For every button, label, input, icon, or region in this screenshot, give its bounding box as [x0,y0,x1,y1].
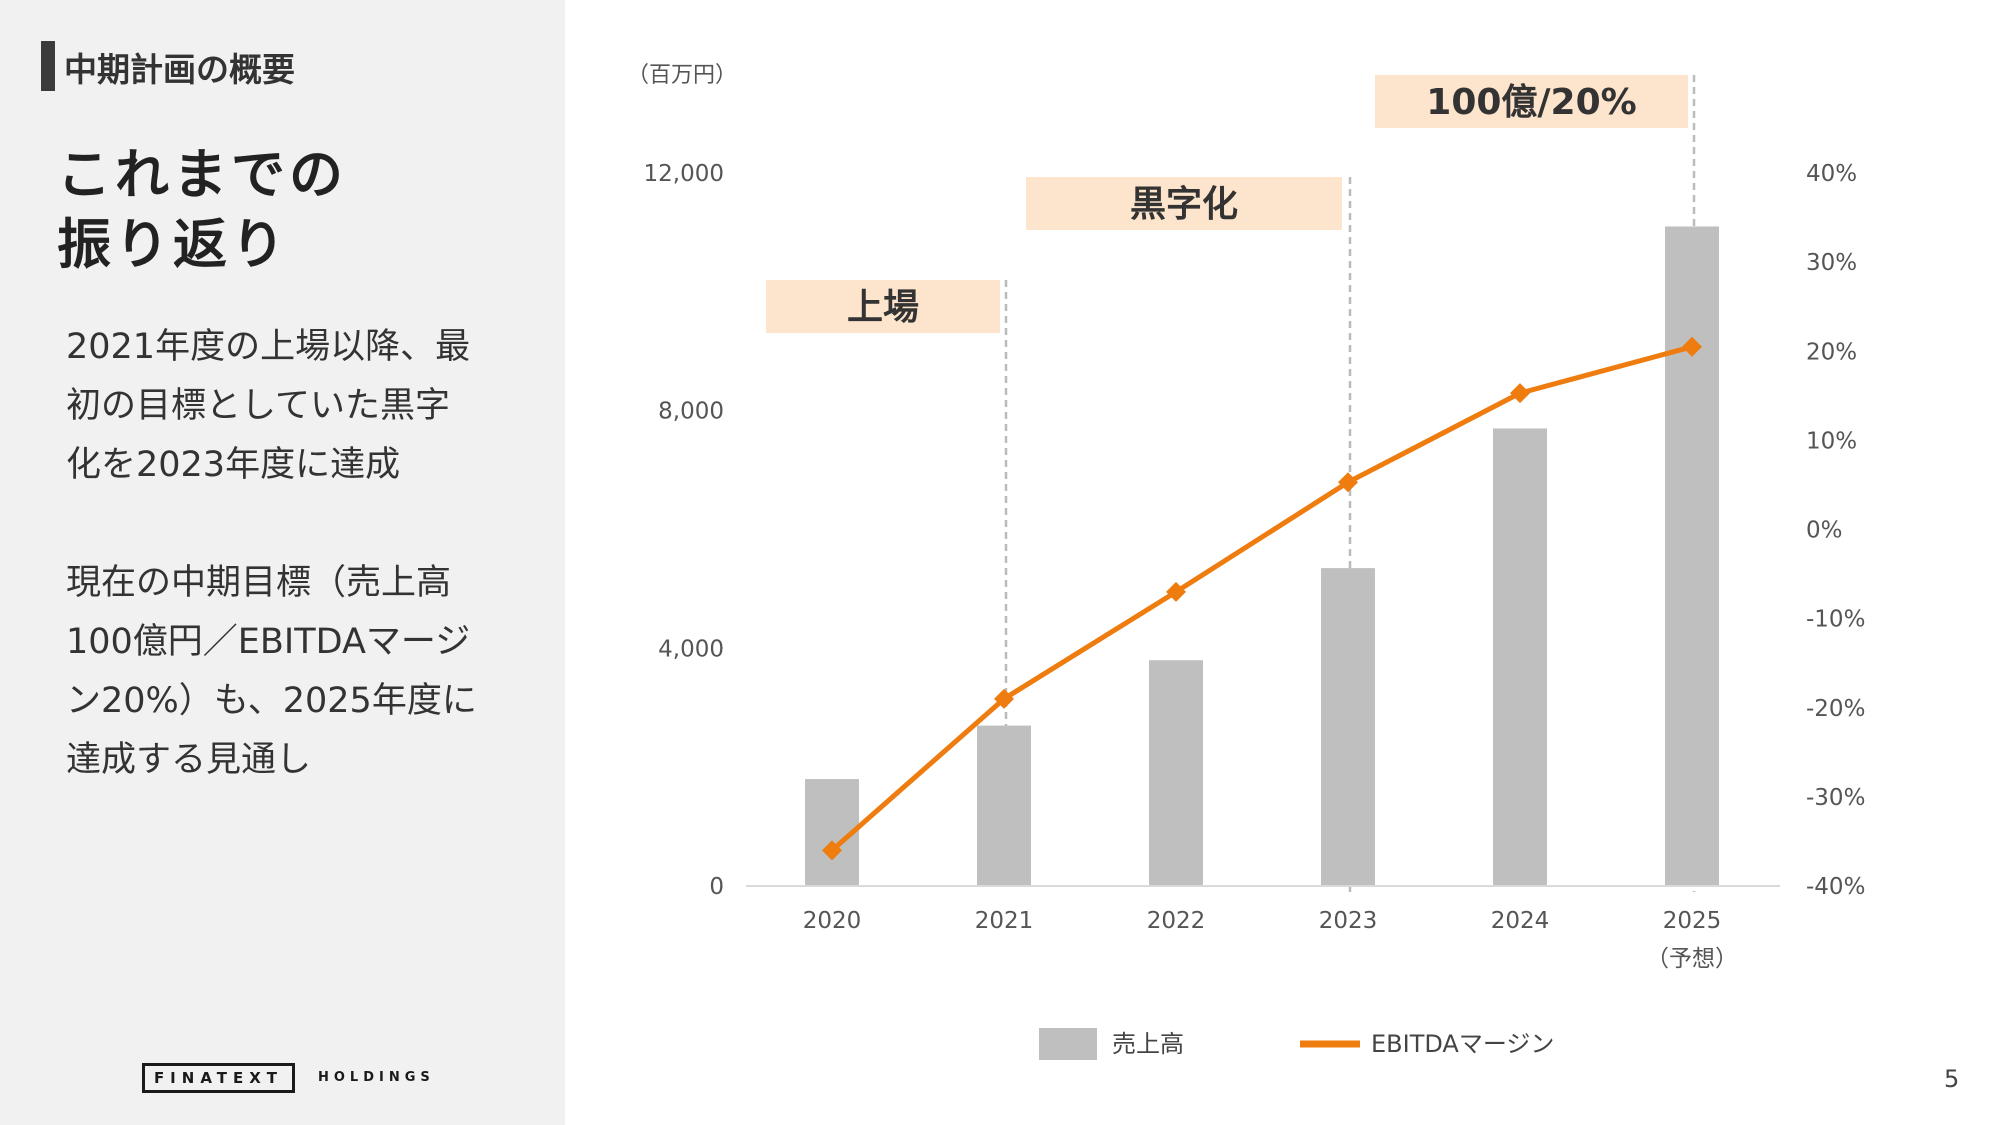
right-axis-tick-label: 40% [1806,161,1857,187]
paragraph-line: 初の目標としていた黒字 [66,386,450,426]
right-axis-tick-label: -30% [1806,785,1865,811]
revenue-bar [1149,660,1203,886]
left-axis-tick-label: 0 [709,874,724,900]
milestone-label-box [1375,75,1688,128]
paragraph-line: ン20%）も、2025年度に [66,681,477,721]
revenue-bar [977,725,1031,886]
right-axis-tick-label: -10% [1806,607,1865,633]
summary-paragraph-2: 現在の中期目標（売上高 100億円／EBITDAマージ ン20%）も、2025年… [66,554,536,790]
ebitda-margin-point [1682,336,1702,357]
x-axis-tick-label: 2023 [1319,908,1378,934]
left-panel [0,0,565,1125]
ebitda-margin-point [1510,383,1530,404]
legend-label-revenue: 売上高 [1112,1030,1184,1058]
unit-label: （百万円） [627,63,737,88]
right-axis-tick-label: 0% [1806,518,1843,544]
section-label: 中期計画の概要 [64,50,295,89]
paragraph-line: 100億円／EBITDAマージ [66,622,471,662]
milestone-label: 100億/20% [1426,82,1636,123]
company-logo-sub: HOLDINGS [318,1070,435,1085]
x-axis-tick-label: 2020 [803,908,862,934]
x-axis-tick-label: 2021 [975,908,1034,934]
summary-paragraph-1: 2021年度の上場以降、最 初の目標としていた黒字 化を2023年度に達成 [66,318,536,495]
title-line: 振り返り [57,213,289,276]
ebitda-margin-point [822,840,842,861]
right-axis-tick-label: 30% [1806,250,1857,276]
right-axis-tick-label: 20% [1806,339,1857,365]
paragraph-line: 2021年度の上場以降、最 [66,327,471,367]
paragraph-line: 現在の中期目標（売上高 [66,563,452,603]
page-title: これまでの 振り返り [57,140,537,280]
section-marker [41,41,55,91]
x-axis-tick-label: 2025 [1663,908,1722,934]
left-axis-tick-label: 4,000 [658,636,724,662]
ebitda-margin-point [1338,472,1358,493]
right-axis-tick-label: -20% [1806,696,1865,722]
left-axis-tick-label: 8,000 [658,399,724,425]
legend-swatch-revenue [1039,1028,1097,1060]
milestone-label: 上場 [847,287,919,328]
company-logo: FINATEXT [142,1063,295,1093]
ebitda-margin-point [1166,581,1186,602]
revenue-bar [1321,568,1375,886]
legend-label-ebitda: EBITDAマージン [1371,1030,1554,1058]
milestone-label-box [766,280,1000,333]
right-axis-tick-label: 10% [1806,428,1857,454]
ebitda-margin-point [994,688,1014,709]
paragraph-line: 達成する見通し [66,740,312,780]
right-axis-tick-label: -40% [1806,874,1865,900]
left-axis-tick-label: 12,000 [644,161,724,187]
ebitda-margin-line [830,344,1693,853]
title-line: これまでの [57,143,347,206]
x-axis-tick-sublabel: （予想） [1646,946,1738,972]
milestone-label: 黒字化 [1130,184,1238,225]
milestone-label-box [1026,177,1342,230]
paragraph-line: 化を2023年度に達成 [66,445,401,485]
x-axis-tick-label: 2024 [1491,908,1550,934]
revenue-bar [1493,428,1547,886]
revenue-bar [1665,226,1719,887]
page-number: 5 [1944,1065,1960,1093]
x-axis-tick-label: 2022 [1147,908,1206,934]
